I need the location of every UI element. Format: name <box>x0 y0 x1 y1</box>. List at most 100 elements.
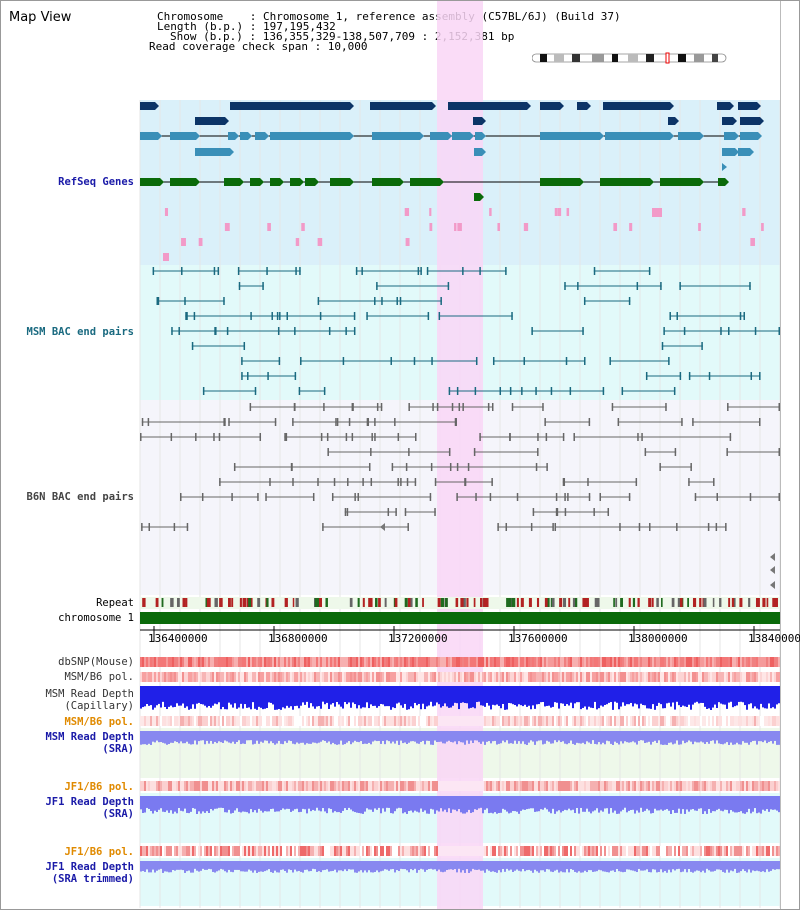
b6n-bac-end <box>611 403 614 411</box>
msm-b6-pol2-band <box>484 716 486 726</box>
gene-exon <box>738 148 750 156</box>
msm-depth-cap-bar <box>520 686 522 706</box>
jf1-depth-trim-bar <box>320 861 322 873</box>
msm-b6-pol2-band <box>168 716 170 726</box>
msm-b6-pol2-band <box>666 716 668 726</box>
jf1-b6-pol2-band <box>588 846 590 856</box>
dbsnp-band <box>244 657 246 667</box>
msm-b6-pol2-band <box>216 716 218 726</box>
track-label-b6n-bac: B6N BAC end pairs <box>26 491 134 503</box>
b6n-bac-end <box>249 403 252 411</box>
jf1-depth-sra-bar <box>506 796 508 812</box>
jf1-depth-sra-bar <box>400 796 402 809</box>
jf1-depth-sra-bar <box>390 796 392 814</box>
msm-depth-sra-bar <box>470 731 472 741</box>
msm-depth-cap-bar <box>384 686 386 707</box>
jf1-depth-sra-bar <box>752 796 754 812</box>
jf1-depth-sra-bar <box>300 796 302 812</box>
msm-b6-pol-band <box>736 672 738 682</box>
jf1-b6-pol2-band <box>158 846 160 856</box>
msm-depth-cap-bar <box>682 686 684 706</box>
jf1-depth-sra-bar <box>676 796 678 813</box>
track-label-msm-b6-pol-1: MSM/B6 pol. <box>64 671 134 683</box>
jf1-b6-pol2-band <box>246 846 248 856</box>
msm-depth-sra-bar <box>672 731 674 745</box>
msm-depth-sra-bar <box>422 731 424 741</box>
jf1-depth-trim-bar <box>282 861 284 870</box>
jf1-depth-sra-bar <box>616 796 618 814</box>
jf1-b6-pol-band <box>340 781 342 791</box>
msm-b6-pol-band <box>154 672 156 682</box>
repeat-mark <box>774 598 778 607</box>
jf1-depth-trim-bar <box>658 861 660 872</box>
jf1-b6-pol2-band <box>764 846 766 856</box>
jf1-b6-pol-band <box>354 781 356 791</box>
b6n-bac-end <box>186 523 189 531</box>
msm-depth-cap-bar <box>450 686 452 708</box>
dbsnp-band <box>234 657 236 667</box>
msm-depth-sra-bar <box>476 731 478 741</box>
jf1-b6-pol-band <box>566 781 568 791</box>
msm-depth-cap-bar <box>634 686 636 704</box>
jf1-depth-sra-bar <box>712 796 714 812</box>
jf1-b6-pol-band <box>356 781 358 791</box>
dbsnp-band <box>526 657 528 667</box>
jf1-depth-trim-bar <box>244 861 246 872</box>
jf1-b6-pol-band <box>726 781 728 791</box>
jf1-b6-pol2-band <box>716 846 718 856</box>
jf1-b6-pol2-band <box>454 846 456 856</box>
dbsnp-band <box>174 657 176 667</box>
msm-b6-pol-band <box>506 672 508 682</box>
dbsnp-band <box>672 657 674 667</box>
jf1-b6-pol2-band <box>194 846 196 856</box>
msm-depth-sra-bar <box>574 731 576 745</box>
msm-b6-pol-band <box>212 672 214 682</box>
msm-depth-cap-bar <box>304 686 306 705</box>
msm-depth-sra-bar <box>618 731 620 745</box>
dbsnp-band <box>422 657 424 667</box>
gene-strand-arrow <box>758 132 762 140</box>
msm-b6-pol-band <box>654 672 656 682</box>
msm-depth-cap-bar <box>256 686 258 710</box>
msm-depth-cap-bar <box>472 686 474 708</box>
msm-b6-pol-band <box>480 672 482 682</box>
msm-b6-pol-band <box>600 672 602 682</box>
b6n-bac-end <box>726 448 728 456</box>
jf1-b6-pol-band <box>534 781 536 791</box>
jf1-b6-pol2-band <box>636 846 638 856</box>
jf1-b6-pol-band <box>188 781 190 791</box>
msm-depth-sra-bar <box>680 731 682 745</box>
jf1-depth-trim-bar <box>306 861 308 870</box>
dbsnp-band <box>570 657 572 667</box>
msm-b6-pol-band <box>178 672 180 682</box>
msm-depth-sra-bar <box>638 731 640 741</box>
msm-depth-cap-bar <box>160 686 162 708</box>
msm-depth-sra-bar <box>746 731 748 743</box>
jf1-b6-pol2-band <box>364 846 366 856</box>
jf1-depth-sra-bar <box>722 796 724 812</box>
dbsnp-band <box>730 657 732 667</box>
jf1-depth-trim-bar <box>218 861 220 871</box>
msm-bac-end <box>688 372 691 380</box>
jf1-b6-pol2-band <box>448 846 450 856</box>
jf1-depth-trim-bar <box>528 861 530 870</box>
gene-strand-arrow <box>240 178 244 186</box>
jf1-b6-pol2-band <box>168 846 170 856</box>
jf1-depth-sra-bar <box>496 796 498 814</box>
jf1-depth-sra-bar <box>194 796 196 809</box>
msm-depth-cap-bar <box>246 686 248 708</box>
jf1-b6-pol-band <box>168 781 170 791</box>
jf1-depth-sra-bar <box>308 796 310 809</box>
jf1-depth-trim-bar <box>268 861 270 870</box>
refseq-minor-mark <box>301 223 305 231</box>
jf1-depth-sra-bar <box>772 796 774 810</box>
msm-depth-cap-bar <box>684 686 686 707</box>
repeat-mark <box>585 598 589 607</box>
chromosome-ideogram[interactable] <box>532 52 728 64</box>
msm-b6-pol-band <box>778 672 780 682</box>
dbsnp-band <box>312 657 314 667</box>
jf1-b6-pol2-band <box>582 846 584 856</box>
msm-depth-sra-bar <box>726 731 728 743</box>
jf1-depth-trim-bar <box>324 861 326 870</box>
